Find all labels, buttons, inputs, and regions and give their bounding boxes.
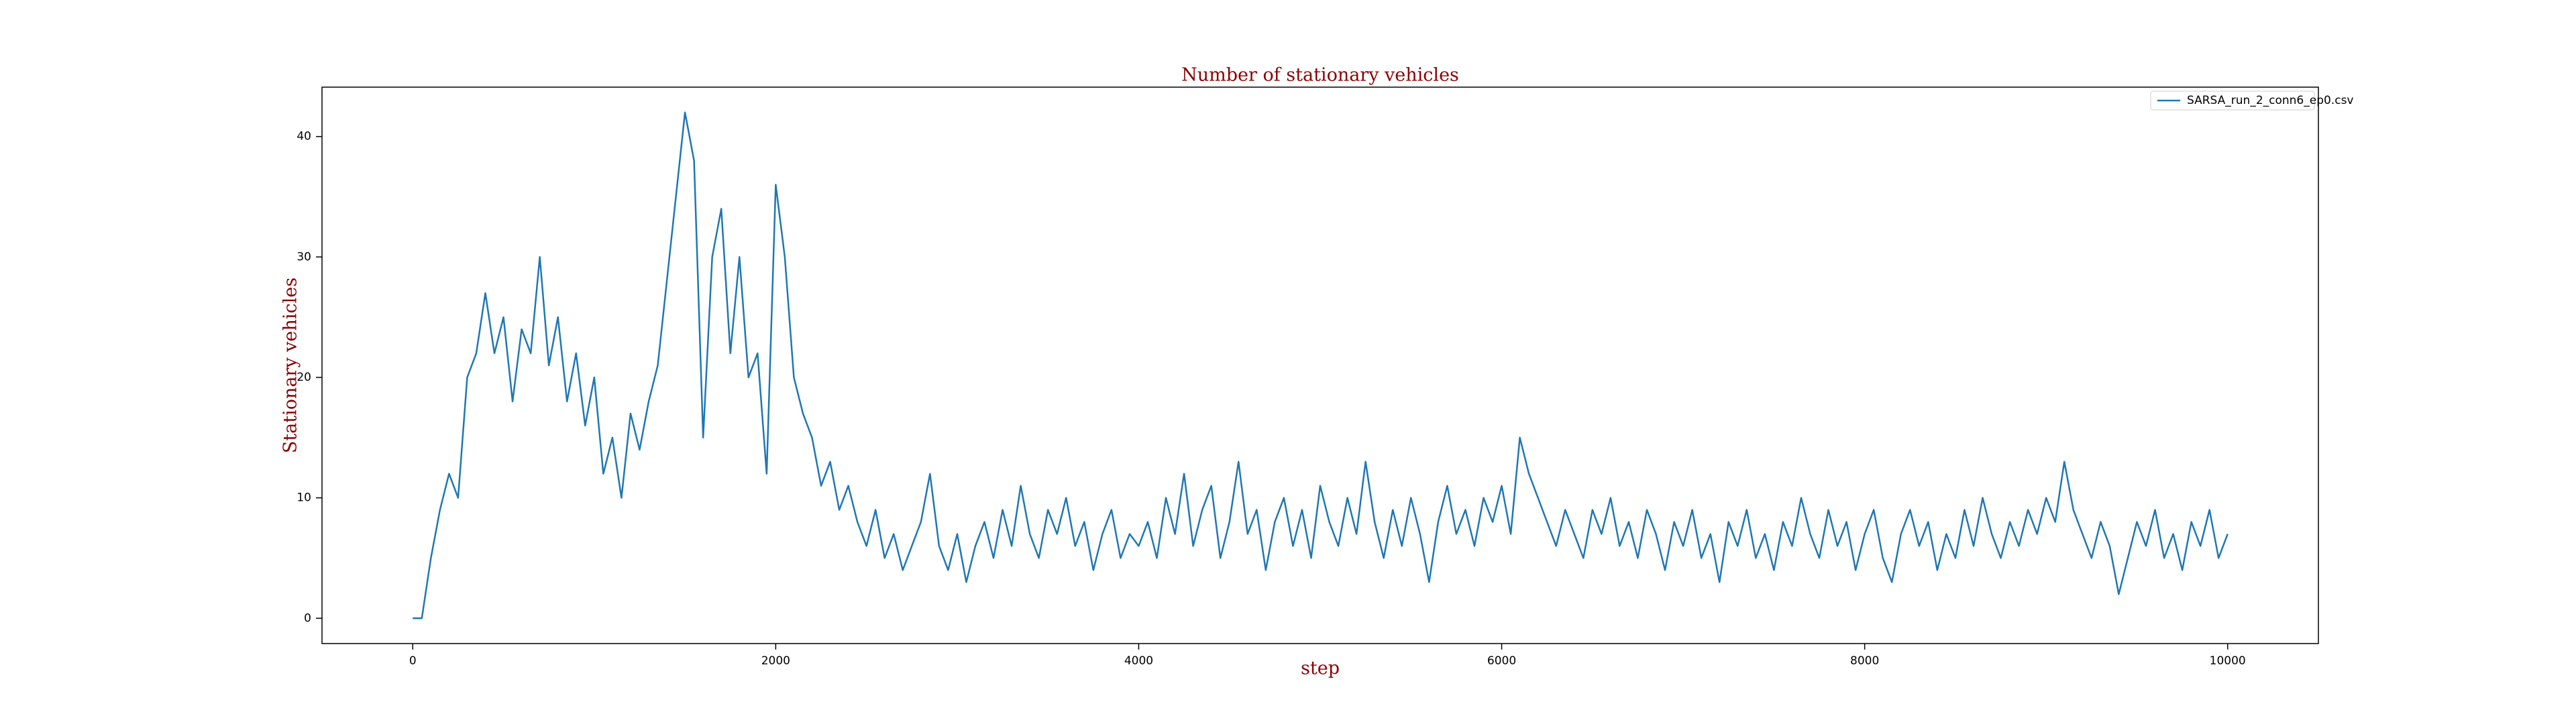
y-axis-label: Stationary vehicles — [280, 278, 301, 453]
y-tick-label: 0 — [304, 611, 311, 625]
data-line — [413, 111, 2229, 619]
x-tick-label: 4000 — [1124, 654, 1153, 668]
x-tick-label: 2000 — [761, 654, 790, 668]
axes-frame — [321, 86, 2319, 644]
x-tick-label: 8000 — [1850, 654, 1879, 668]
y-tick-label: 20 — [297, 371, 311, 384]
y-tick-label: 40 — [297, 130, 311, 143]
y-tick-label: 30 — [297, 250, 311, 263]
legend-box — [2150, 90, 2315, 111]
y-tick-label: 10 — [297, 491, 311, 505]
x-tick-label: 10000 — [2210, 654, 2246, 668]
legend-label: SARSA_run_2_conn6_ep0.csv — [2187, 94, 2353, 107]
x-tick-label: 0 — [409, 654, 417, 668]
x-tick-label: 6000 — [1487, 654, 1516, 668]
chart-title: Number of stationary vehicles — [1181, 65, 1459, 86]
x-axis-label: step — [1301, 658, 1340, 679]
